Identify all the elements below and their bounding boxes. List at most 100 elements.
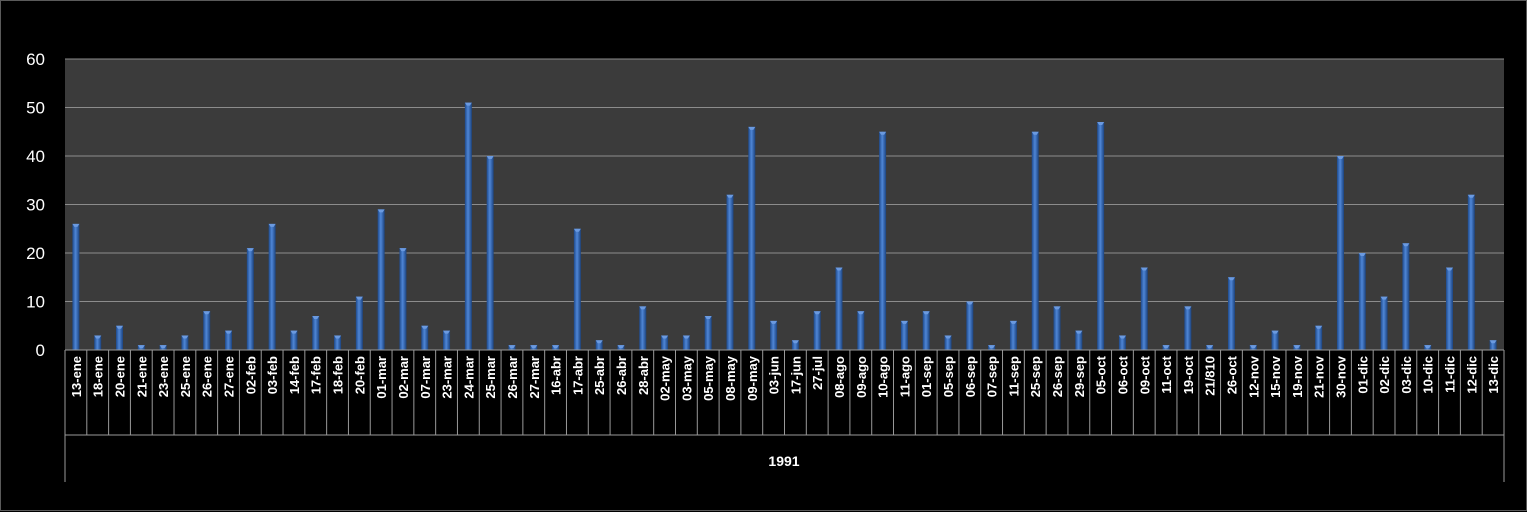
bar xyxy=(1293,345,1301,350)
bar xyxy=(1075,330,1083,350)
x-tick-label: 25-mar xyxy=(483,356,498,399)
x-tick-label: 06-oct xyxy=(1115,355,1130,394)
bar xyxy=(94,335,102,350)
bar xyxy=(966,301,974,350)
bar xyxy=(72,223,80,350)
x-tick-label: 17-jun xyxy=(788,356,803,394)
bar xyxy=(944,335,952,350)
x-tick-label: 03-may xyxy=(679,355,694,401)
x-tick-label: 15-nov xyxy=(1268,355,1283,398)
bar xyxy=(813,311,821,350)
bar xyxy=(682,335,690,350)
bar xyxy=(1031,131,1039,350)
bar xyxy=(1402,243,1410,350)
bar xyxy=(617,345,625,350)
bar xyxy=(857,311,865,350)
x-tick-label: 02-feb xyxy=(243,356,258,394)
x-tick-label: 11-sep xyxy=(1006,356,1021,397)
y-tick-label: 50 xyxy=(26,99,45,118)
x-tick-label: 11-ago xyxy=(897,356,912,397)
bar xyxy=(552,345,560,350)
x-tick-label: 13-ene xyxy=(69,356,84,397)
x-tick-label: 13-dic xyxy=(1486,356,1501,394)
x-tick-label: 07-sep xyxy=(985,356,1000,397)
x-tick-label: 07-mar xyxy=(418,356,433,399)
x-tick-label: 28-abr xyxy=(636,356,651,395)
x-group-label: 1991 xyxy=(768,453,799,469)
bar xyxy=(726,194,734,350)
bar xyxy=(791,340,799,350)
bar xyxy=(1009,320,1017,350)
x-tick-label: 19-nov xyxy=(1290,355,1305,398)
bar xyxy=(137,345,145,350)
x-tick-label: 20-feb xyxy=(352,356,367,394)
x-tick-label: 11-oct xyxy=(1159,355,1174,393)
bar xyxy=(1206,345,1214,350)
bar xyxy=(770,320,778,350)
bar xyxy=(1162,345,1170,350)
bar xyxy=(399,248,407,350)
bar xyxy=(246,248,254,350)
bar xyxy=(1118,335,1126,350)
y-tick-label: 0 xyxy=(36,341,45,360)
x-tick-label: 05-oct xyxy=(1094,355,1109,394)
bar xyxy=(355,296,363,350)
bar xyxy=(508,345,516,350)
bar xyxy=(290,330,298,350)
bar xyxy=(1336,156,1344,350)
bar xyxy=(464,102,472,351)
x-tick-label: 21-nov xyxy=(1312,355,1327,398)
x-tick-label: 18-feb xyxy=(331,356,346,394)
x-tick-label: 08-ago xyxy=(832,356,847,398)
bar xyxy=(1227,277,1235,350)
bar xyxy=(748,126,756,351)
x-tick-label: 26-oct xyxy=(1224,355,1239,394)
bar xyxy=(1315,325,1323,350)
x-tick-label: 25-sep xyxy=(1028,356,1043,397)
x-tick-label: 10-ago xyxy=(876,356,891,398)
x-tick-label: 25-ene xyxy=(178,356,193,397)
bar xyxy=(1140,267,1148,350)
bar xyxy=(704,316,712,350)
x-tick-label: 20-ene xyxy=(113,356,128,397)
bar xyxy=(879,131,887,350)
bars xyxy=(72,102,1497,351)
y-tick-label: 40 xyxy=(26,147,45,166)
bar xyxy=(661,335,669,350)
bar xyxy=(486,156,494,350)
x-tick-label: 01-sep xyxy=(919,356,934,397)
x-tick-label: 03-feb xyxy=(265,356,280,394)
bar xyxy=(203,311,211,350)
bar xyxy=(1489,340,1497,350)
bar xyxy=(1097,122,1105,350)
x-tick-label: 25-abr xyxy=(592,356,607,395)
x-tick-label: 11-dic xyxy=(1442,356,1457,393)
x-tick-label: 27-mar xyxy=(527,356,542,399)
bar xyxy=(1249,345,1257,350)
x-tick-label: 09-ago xyxy=(854,356,869,398)
x-tick-label: 27-jul xyxy=(810,356,825,390)
bar xyxy=(922,311,930,350)
bar xyxy=(1271,330,1279,350)
y-axis: 0 10 20 30 40 50 60 xyxy=(26,50,45,360)
x-tick-label: 26-abr xyxy=(614,356,629,395)
bar xyxy=(421,325,429,350)
x-tick-label: 05-may xyxy=(701,355,716,401)
x-tick-label: 26-mar xyxy=(505,356,520,399)
bar xyxy=(181,335,189,350)
x-tick-label: 26-sep xyxy=(1050,356,1065,397)
x-tick-label: 05-sep xyxy=(941,356,956,397)
bar xyxy=(573,228,581,350)
bar xyxy=(1467,194,1475,350)
x-tick-label: 09-may xyxy=(745,355,760,401)
x-tick-label: 03-dic xyxy=(1399,356,1414,394)
x-tick-label: 29-sep xyxy=(1072,356,1087,397)
x-tick-label: 02-mar xyxy=(396,356,411,399)
y-tick-label: 20 xyxy=(26,244,45,263)
gridlines xyxy=(65,58,1504,302)
x-tick-label: 06-sep xyxy=(963,356,978,397)
x-tick-label: 03-jun xyxy=(767,356,782,394)
bar xyxy=(225,330,233,350)
x-tick-label: 18-ene xyxy=(91,356,106,397)
